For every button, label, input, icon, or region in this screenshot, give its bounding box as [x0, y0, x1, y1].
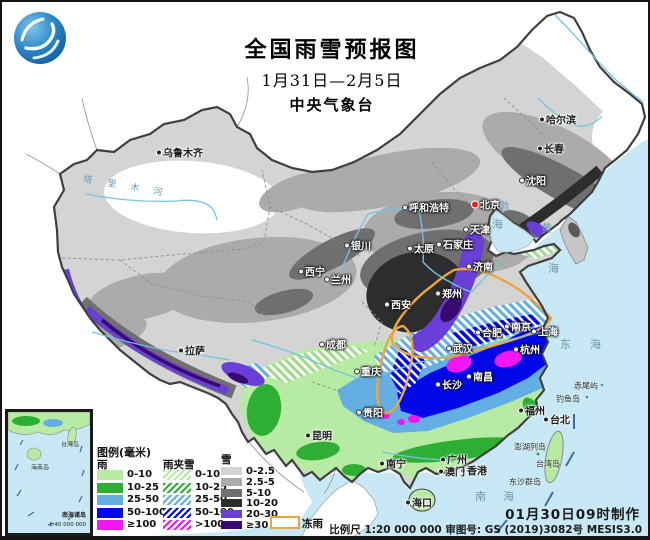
sea-boundary-dashes — [496, 414, 575, 533]
legend-range-rain-0: 0-10 — [127, 469, 153, 480]
china-outline — [52, 10, 647, 490]
legend-swatch-rain-1 — [97, 482, 123, 493]
legend-range-rain-4: ≥100 — [127, 519, 157, 531]
inset-label: 海南岛 — [30, 464, 50, 472]
legend-swatch-rain-0 — [97, 470, 123, 480]
legend-swatch-snow-4 — [221, 510, 242, 519]
legend-swatch-snow-5 — [221, 521, 242, 529]
legend-range-snow-1: 2.5-5 — [246, 476, 275, 488]
rivers — [85, 14, 644, 463]
legend-swatch-rain-3 — [97, 507, 123, 518]
taiwan-island — [544, 430, 564, 484]
legend-range-snow-4: 20-30 — [246, 509, 278, 521]
legend-swatch-sleet-4 — [163, 520, 191, 531]
legend-range-sleet-1: 10-25 — [195, 481, 227, 493]
made-at-timestamp: 01月30日09时制作 — [505, 507, 640, 523]
inset-caption: 南海诸岛 — [61, 512, 86, 519]
cma-logo-icon — [14, 12, 66, 64]
date-range: 1月31日—2月5日 — [261, 71, 403, 90]
freezing-rain-swatch — [270, 516, 300, 529]
legend-range-sleet-0: 0-10 — [195, 469, 221, 480]
legend-range-sleet-4: >100 — [195, 519, 225, 531]
legend-header-rain: 雨 — [97, 459, 108, 471]
legend-swatch-snow-2 — [221, 488, 242, 497]
legend-swatch-snow-0 — [221, 467, 242, 475]
legend-range-snow-5: ≥30 — [246, 520, 269, 531]
legend-range-rain-1: 10-25 — [127, 481, 159, 493]
cma-logo — [12, 10, 68, 66]
legend-swatch-sleet-0 — [163, 470, 191, 480]
agency-name: 中央气象台 — [289, 96, 375, 114]
legend: 图例(毫米) 雨 0-10 10-25 25-50 50-100 ≥100 雨夹雪 0-10 1… — [95, 444, 345, 536]
legend-range-rain-3: 50-100 — [127, 506, 166, 518]
legend-range-rain-2: 25-50 — [127, 494, 159, 506]
legend-swatch-sleet-1 — [163, 482, 191, 493]
title-block: 全国雨雪预报图 1月31日—2月5日 中央气象台 — [167, 32, 497, 115]
inset-label: 台湾岛 — [60, 441, 80, 449]
legend-swatch-sleet-3 — [163, 507, 191, 518]
hainan-island — [408, 488, 436, 512]
sea — [152, 139, 648, 536]
legend-swatch-sleet-2 — [163, 495, 191, 506]
legend-range-snow-3: 10-20 — [246, 498, 278, 510]
vietnam-land — [301, 479, 379, 536]
bohai-bay — [488, 209, 535, 253]
legend-swatch-snow-3 — [221, 499, 242, 508]
map-scale-text: 比例尺 1:20 000 000 审图号: GS (2019)3082号 MES… — [329, 524, 642, 536]
legend-swatch-rain-4 — [97, 520, 123, 531]
legend-title: 图例(毫米) — [97, 446, 152, 459]
legend-swatch-rain-2 — [97, 495, 123, 506]
inset-dash-line — [14, 439, 85, 526]
inset-scale: 1:40 000 000 — [49, 522, 86, 528]
legend-header-sleet: 雨夹雪 — [163, 459, 195, 471]
legend-header-snow: 雪 — [221, 454, 232, 466]
page-title: 全国雨雪预报图 — [244, 37, 420, 63]
legend-range-snow-2: 5-10 — [246, 487, 272, 499]
korea-land — [559, 215, 589, 265]
legend-range-sleet-3: 50-100 — [195, 506, 234, 518]
inset-map — [8, 412, 90, 526]
legend-swatch-snow-1 — [221, 477, 242, 486]
legend-range-sleet-2: 25-50 — [195, 494, 227, 506]
freezing-rain-label: 冻雨 — [302, 518, 323, 530]
south-china-sea-inset: 台湾岛海南岛 南海诸岛 1:40 000 000 — [5, 409, 93, 536]
legend-range-snow-0: 0-2.5 — [246, 466, 275, 477]
